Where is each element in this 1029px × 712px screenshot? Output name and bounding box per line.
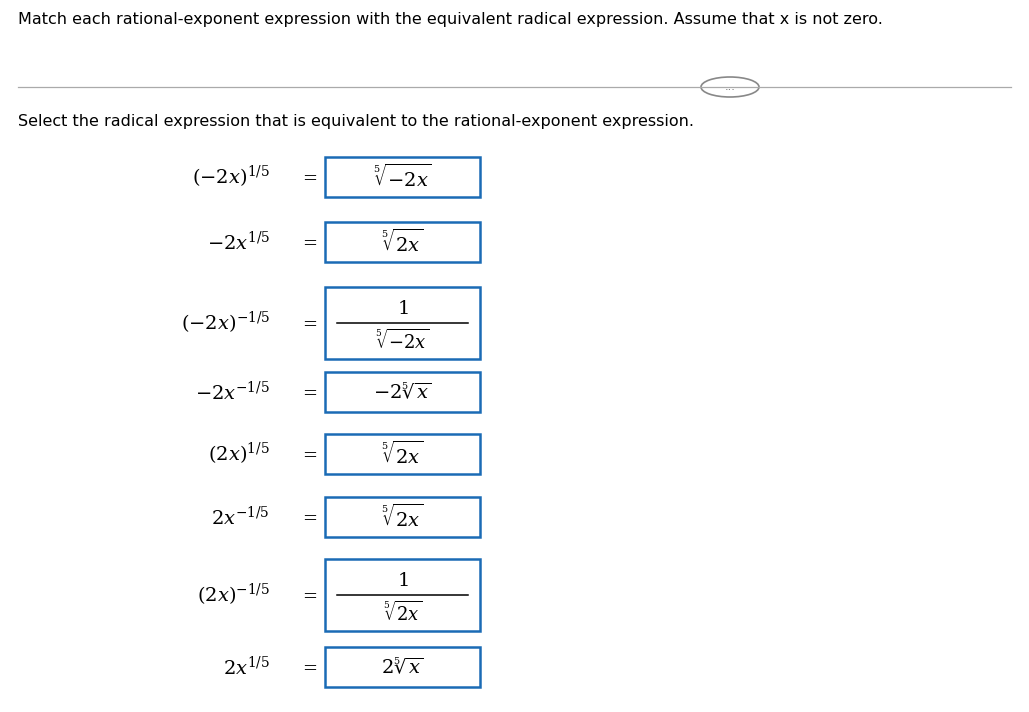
- Text: $(2x)^{1/5}$: $(2x)^{1/5}$: [208, 441, 270, 467]
- Text: ...: ...: [724, 82, 736, 92]
- Text: $\sqrt[5]{-2x}$: $\sqrt[5]{-2x}$: [376, 329, 430, 353]
- FancyBboxPatch shape: [325, 647, 480, 687]
- Text: Select the radical expression that is equivalent to the rational-exponent expres: Select the radical expression that is eq…: [17, 114, 694, 129]
- FancyBboxPatch shape: [325, 287, 480, 359]
- Text: $=$: $=$: [298, 658, 317, 676]
- Text: $1$: $1$: [397, 300, 409, 318]
- Text: $2x^{-1/5}$: $2x^{-1/5}$: [211, 506, 270, 528]
- FancyBboxPatch shape: [325, 434, 480, 474]
- Text: $\sqrt[5]{2x}$: $\sqrt[5]{2x}$: [382, 440, 424, 468]
- FancyBboxPatch shape: [325, 157, 480, 197]
- Text: Match each rational-exponent expression with the equivalent radical expression. : Match each rational-exponent expression …: [17, 12, 883, 27]
- FancyBboxPatch shape: [325, 372, 480, 412]
- Text: $2\sqrt[5]{x}$: $2\sqrt[5]{x}$: [381, 656, 424, 677]
- Text: $(-2x)^{1/5}$: $(-2x)^{1/5}$: [192, 164, 270, 190]
- Text: $=$: $=$: [298, 233, 317, 251]
- Text: $=$: $=$: [298, 445, 317, 463]
- Text: $=$: $=$: [298, 383, 317, 401]
- FancyBboxPatch shape: [325, 222, 480, 262]
- Text: $-2x^{-1/5}$: $-2x^{-1/5}$: [196, 380, 270, 404]
- FancyBboxPatch shape: [325, 559, 480, 631]
- Ellipse shape: [701, 77, 759, 97]
- Text: $=$: $=$: [298, 586, 317, 604]
- Text: $(2x)^{-1/5}$: $(2x)^{-1/5}$: [197, 582, 270, 608]
- Text: $2x^{1/5}$: $2x^{1/5}$: [223, 656, 270, 679]
- FancyBboxPatch shape: [325, 497, 480, 537]
- Text: $\sqrt[5]{2x}$: $\sqrt[5]{2x}$: [383, 601, 422, 625]
- Text: $=$: $=$: [298, 314, 317, 332]
- Text: $=$: $=$: [298, 168, 317, 186]
- Text: $\sqrt[5]{2x}$: $\sqrt[5]{2x}$: [382, 503, 424, 530]
- Text: $-2\sqrt[5]{x}$: $-2\sqrt[5]{x}$: [374, 382, 432, 402]
- Text: $=$: $=$: [298, 508, 317, 526]
- Text: $-2x^{1/5}$: $-2x^{1/5}$: [207, 231, 270, 253]
- Text: $1$: $1$: [397, 572, 409, 590]
- Text: $\sqrt[5]{-2x}$: $\sqrt[5]{-2x}$: [374, 163, 432, 191]
- Text: $(-2x)^{-1/5}$: $(-2x)^{-1/5}$: [180, 310, 270, 336]
- Text: $\sqrt[5]{2x}$: $\sqrt[5]{2x}$: [382, 229, 424, 256]
